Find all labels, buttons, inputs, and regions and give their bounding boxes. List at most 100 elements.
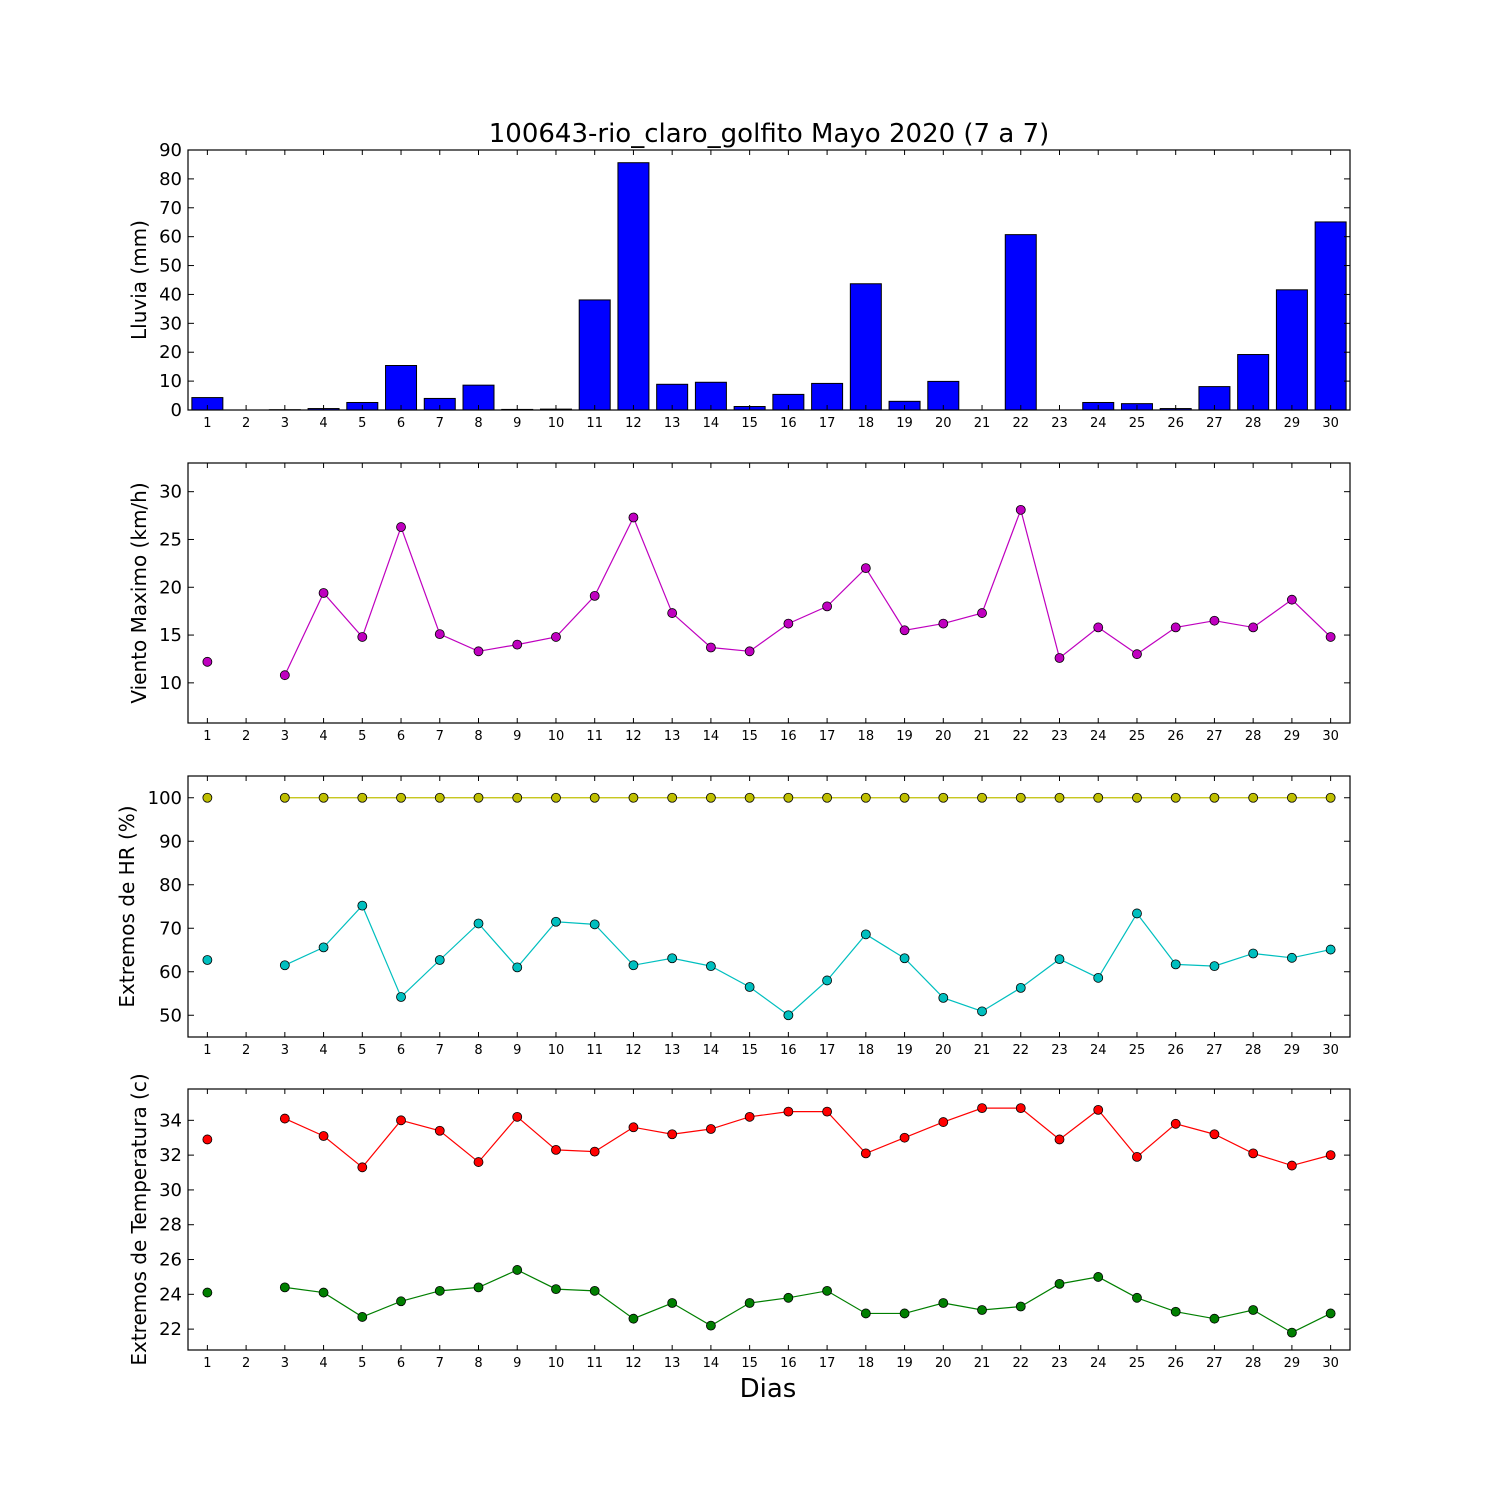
data-point [1093,1104,1104,1115]
x-tick-label: 25 [1129,1356,1146,1371]
x-tick-label: 25 [1129,416,1146,431]
data-point [977,792,987,803]
x-tick-label: 9 [513,729,521,744]
data-point [706,1320,716,1331]
data-point [628,512,639,523]
x-tick-label: 13 [664,1043,681,1058]
y-tick-label: 15 [159,625,182,646]
data-point [1248,948,1259,959]
x-tick-label: 8 [474,416,482,431]
x-tick-label: 21 [974,1043,991,1058]
x-tick-label: 20 [935,416,952,431]
x-tick-label: 3 [281,1043,289,1058]
data-point [1209,615,1220,626]
data-point [1325,632,1336,642]
data-point [551,632,561,642]
y-tick-label: 10 [159,673,182,694]
x-tick-label: 15 [741,416,758,431]
x-tick-label: 12 [625,416,642,431]
data-point [744,792,755,803]
data-point [279,670,290,681]
x-tick-label: 21 [974,416,991,431]
data-point [279,1282,290,1293]
data-point [318,942,329,953]
data-point [279,960,290,971]
data-point [1054,792,1065,803]
x-tick-label: 28 [1245,729,1262,744]
data-point [1132,792,1142,803]
x-tick-label: 2 [242,729,250,744]
x-tick-label: 12 [625,729,642,744]
y-tick-label: 20 [159,577,182,598]
data-point [667,1129,678,1140]
data-point [357,792,368,803]
x-tick-label: 15 [741,1356,758,1371]
data-point [1093,972,1104,983]
data-point [783,618,794,629]
data-point [1132,908,1142,919]
x-tick-label: 8 [474,1043,482,1058]
data-point [473,1157,484,1167]
x-tick-label: 5 [358,416,366,431]
data-point [783,1106,794,1117]
x-tick-label: 19 [896,1043,913,1058]
y-tick-label: 30 [159,1180,182,1201]
data-point [1132,1292,1142,1303]
data-point [977,1103,987,1114]
x-tick-label: 17 [819,416,836,431]
data-point [434,629,445,639]
y-tick-label: 60 [159,227,182,248]
panel-4: 1 2 3 4 5 6 7 8 9 10 11 12 13 14 15 16 17 18 19 20 21 22 23 24 2… [127,1073,1351,1404]
data-point [1325,1150,1336,1161]
data-point [1209,1129,1220,1140]
x-tick-label: 13 [664,1356,681,1371]
x-tick-label: 10 [548,1043,565,1058]
x-tick-label: 27 [1206,729,1223,744]
x-tick-label: 18 [858,729,875,744]
x-tick-label: 14 [703,416,720,431]
x-tick-label: 8 [474,1356,482,1371]
x-tick-label: 10 [548,729,565,744]
data-point [1209,961,1220,971]
data-point [551,916,561,927]
x-tick-label: 9 [513,1043,521,1058]
data-point [551,1284,561,1294]
y-tick-label: 100 [148,788,182,809]
data-point [1093,792,1104,803]
x-tick-label: 17 [819,1356,836,1371]
data-point [1325,944,1336,955]
x-tick-label: 10 [548,416,565,431]
data-point [667,1298,678,1308]
rain-bar [1004,234,1037,411]
data-point [628,960,639,971]
x-tick-label: 20 [935,1043,952,1058]
x-tick-label: 19 [896,1356,913,1371]
data-point [1170,959,1181,970]
data-point [1170,1306,1181,1317]
rain-bar [385,365,418,411]
x-tick-label: 28 [1245,1043,1262,1058]
rain-bar [849,283,882,411]
x-tick-label: 23 [1051,416,1068,431]
data-point [1015,1103,1026,1114]
series-line [284,1107,1331,1169]
data-point [396,1296,406,1307]
x-tick-label: 30 [1322,729,1339,744]
data-point [589,590,600,601]
x-tick-label: 5 [358,1043,366,1058]
x-tick-label: 4 [319,729,327,744]
x-tick-label: 29 [1284,729,1301,744]
y-tick-label: 26 [159,1250,182,1271]
data-point [938,1117,949,1127]
x-tick-label: 27 [1206,416,1223,431]
data-point [357,1312,368,1322]
data-point [667,953,678,964]
data-point [1170,1118,1181,1129]
x-tick-label: 16 [780,1043,797,1058]
x-tick-label: 4 [319,1043,327,1058]
x-tick-label: 28 [1245,416,1262,431]
data-point [1132,649,1142,660]
data-point [551,792,561,803]
x-tick-label: 7 [436,1043,444,1058]
